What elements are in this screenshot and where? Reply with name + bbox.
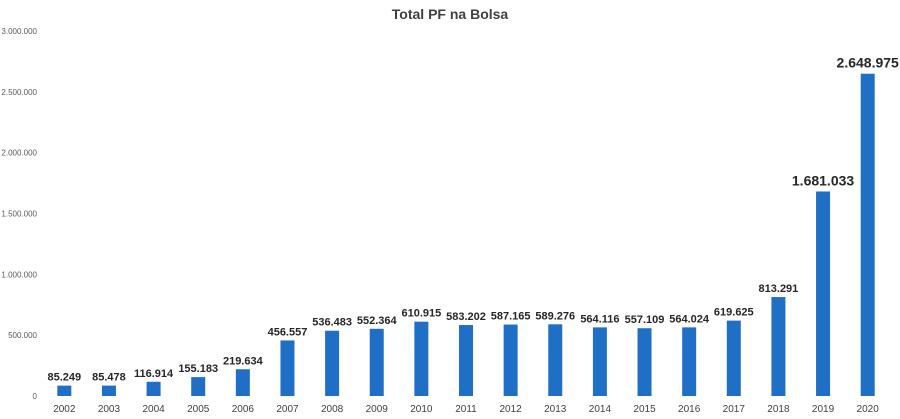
data-label-2009: 552.364 [357,315,398,327]
x-tick-label-2003: 2003 [98,404,121,415]
data-label-2005: 155.183 [178,363,218,375]
x-tick-label-2010: 2010 [410,404,433,415]
bar-2004 [146,381,161,396]
bar-2013 [548,324,563,396]
y-tick-label: 2.000.000 [1,149,37,158]
bar-2010 [414,321,429,396]
x-tick-label-2007: 2007 [276,404,299,415]
bar-2014 [592,327,607,396]
y-tick-label: 500.000 [8,331,37,340]
data-label-2012: 587.165 [491,311,531,323]
bar-2012 [503,324,518,396]
x-tick-label-2016: 2016 [678,404,701,415]
chart-title: Total PF na Bolsa [391,6,509,22]
x-tick-label-2013: 2013 [544,404,567,415]
bar-2016 [682,327,697,396]
data-labels: 85.249 85.478 116.914 155.183 219.634 456.557… [47,55,899,384]
data-label-2008: 536.483 [312,317,352,329]
y-tick-label: 3.000.000 [1,27,37,36]
x-tick-label-2009: 2009 [366,404,389,415]
data-label-2020: 2.648.975 [837,55,899,71]
data-label-2019: 1.681.033 [792,172,854,188]
data-label-2011: 583.202 [446,311,486,323]
y-tick-label: 0 [33,392,38,401]
data-label-2003: 85.478 [92,372,126,384]
data-label-2006: 219.634 [223,355,264,367]
x-tick-label-2017: 2017 [723,404,746,415]
y-tick-label: 1.000.000 [1,270,37,279]
bars [57,73,875,396]
data-label-2002: 85.249 [47,372,81,384]
x-tick-label-2002: 2002 [53,404,76,415]
bar-2020 [860,73,875,396]
bar-2005 [191,377,206,396]
x-tick-label-2004: 2004 [142,404,165,415]
bar-2002 [57,385,72,396]
x-tick-label-2020: 2020 [857,404,880,415]
data-label-2017: 619.625 [714,307,754,319]
data-label-2004: 116.914 [134,368,174,380]
y-tick-label: 1.500.000 [1,210,37,219]
bar-2003 [101,385,116,396]
bar-2011 [459,325,473,396]
x-tick-label-2015: 2015 [633,404,656,415]
data-label-2010: 610.915 [401,308,441,320]
data-label-2007: 456.557 [268,326,308,338]
data-label-2013: 589.276 [535,310,575,322]
bar-2007 [280,340,295,396]
bar-2006 [235,369,250,396]
x-tick-label-2011: 2011 [455,404,477,415]
x-tick-label-2005: 2005 [187,404,210,415]
x-tick-label-2014: 2014 [589,404,612,415]
x-tick-label-2012: 2012 [500,404,523,415]
bar-2009 [369,328,384,396]
x-tick-label-2006: 2006 [232,404,255,415]
bar-2015 [637,328,652,396]
x-tick-label-2008: 2008 [321,404,344,415]
data-label-2016: 564.024 [669,313,710,325]
x-tick-label-2019: 2019 [812,404,835,415]
data-label-2015: 557.109 [625,314,665,326]
data-label-2018: 813.291 [759,283,799,295]
x-tick-label-2018: 2018 [767,404,790,415]
bar-2017 [726,320,741,396]
data-label-2014: 564.116 [580,313,619,325]
y-axis: 0 500.000 1.000.000 1.500.000 2.000.000 2.500… [1,27,37,401]
bar-2019 [816,191,831,396]
bar-2008 [325,330,340,396]
y-tick-label: 2.500.000 [1,88,37,97]
x-axis: 2002 2003 2004 2005 2006 2007 2008 2009 2010 2011… [53,404,879,415]
bar-2018 [771,297,786,396]
